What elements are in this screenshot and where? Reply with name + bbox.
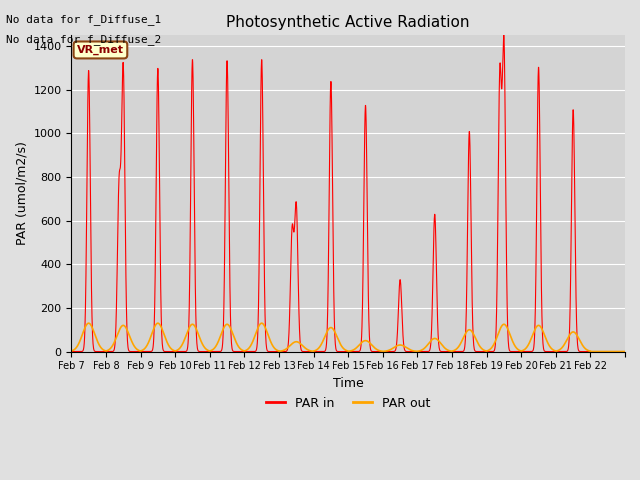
X-axis label: Time: Time (333, 377, 364, 390)
Text: VR_met: VR_met (77, 45, 124, 55)
Title: Photosynthetic Active Radiation: Photosynthetic Active Radiation (227, 15, 470, 30)
Legend: PAR in, PAR out: PAR in, PAR out (261, 392, 435, 415)
Text: No data for f_Diffuse_2: No data for f_Diffuse_2 (6, 34, 162, 45)
Text: No data for f_Diffuse_1: No data for f_Diffuse_1 (6, 14, 162, 25)
Y-axis label: PAR (umol/m2/s): PAR (umol/m2/s) (15, 142, 28, 245)
